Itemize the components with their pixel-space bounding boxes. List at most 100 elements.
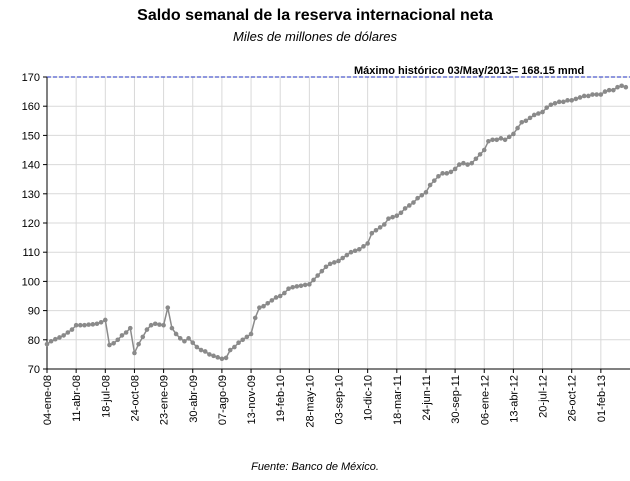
x-tick-label: 26-oct-12 — [567, 375, 579, 421]
data-point — [90, 322, 96, 327]
data-point — [290, 284, 295, 290]
data-point — [169, 325, 175, 331]
data-point — [65, 330, 71, 335]
data-point — [586, 93, 591, 99]
x-tick-label: 03-sep-10 — [334, 375, 346, 425]
chart-subtitle: Miles de millones de dólares — [233, 29, 398, 44]
chart-title: Saldo semanal de la reserva internaciona… — [137, 7, 493, 24]
data-point — [469, 160, 475, 166]
data-point — [198, 347, 204, 353]
data-point — [307, 282, 312, 287]
data-point — [452, 166, 458, 172]
data-point — [177, 336, 183, 341]
data-point — [523, 118, 529, 124]
data-point — [223, 355, 229, 361]
data-point — [390, 214, 395, 220]
data-point — [615, 84, 620, 90]
data-point — [602, 89, 608, 94]
data-point — [398, 210, 404, 216]
data-point — [78, 322, 83, 328]
data-point — [219, 356, 225, 362]
data-point — [161, 322, 166, 328]
data-point — [207, 352, 212, 357]
y-tick-label: 110 — [22, 247, 40, 259]
x-tick-label: 06-ene-12 — [479, 375, 491, 425]
x-tick-label: 30-sep-11 — [450, 375, 462, 424]
x-tick-label: 13-nov-09 — [246, 375, 258, 425]
x-tick-label: 19-feb-10 — [275, 375, 287, 422]
data-point — [98, 319, 104, 325]
data-point — [581, 93, 587, 99]
data-point — [244, 334, 250, 340]
data-point — [502, 137, 508, 143]
data-point — [377, 225, 383, 230]
data-point — [531, 112, 537, 118]
data-point — [148, 322, 154, 328]
data-point — [277, 293, 283, 299]
data-point — [282, 290, 287, 296]
data-point — [386, 216, 391, 221]
data-point — [569, 98, 574, 103]
x-tick-label: 30-abr-09 — [188, 375, 200, 423]
data-point — [361, 244, 366, 249]
data-point — [269, 298, 275, 303]
data-point — [286, 286, 291, 292]
data-point — [103, 317, 108, 323]
x-tick-label: 24-oct-08 — [129, 375, 141, 421]
data-point — [236, 340, 241, 346]
data-point — [436, 173, 441, 179]
data-point — [561, 99, 566, 105]
data-point — [132, 350, 137, 356]
data-point — [544, 105, 550, 110]
data-point — [257, 305, 262, 310]
data-point — [473, 156, 479, 162]
data-point — [365, 241, 370, 246]
data-point — [48, 338, 54, 344]
data-point — [69, 327, 75, 332]
data-point — [61, 333, 66, 338]
data-point — [494, 137, 500, 143]
data-point — [465, 162, 470, 167]
data-point — [619, 83, 624, 89]
x-tick-label: 18-mar-11 — [392, 375, 404, 425]
data-point — [140, 334, 146, 340]
data-point — [86, 322, 91, 327]
data-point — [423, 190, 429, 195]
data-point — [173, 331, 179, 337]
data-point — [144, 327, 150, 332]
data-point — [248, 331, 254, 337]
data-point — [127, 325, 133, 331]
x-tick-label: 20-jul-12 — [538, 375, 550, 418]
data-point — [448, 169, 454, 175]
data-point — [540, 109, 545, 115]
data-point — [515, 125, 520, 131]
data-point — [373, 228, 379, 233]
data-point — [556, 99, 562, 105]
data-point — [419, 192, 425, 198]
data-point — [594, 92, 599, 97]
data-point — [402, 206, 408, 211]
y-tick-label: 130 — [22, 189, 40, 201]
data-point — [623, 84, 629, 90]
data-point — [315, 273, 320, 278]
data-point — [348, 249, 354, 255]
x-tick-label: 13-abr-12 — [508, 375, 520, 423]
data-point — [427, 182, 433, 188]
data-point — [302, 282, 308, 288]
data-point — [406, 203, 412, 208]
data-point — [261, 303, 266, 309]
data-point — [182, 338, 187, 344]
x-tick-label: 18-jul-08 — [100, 375, 112, 418]
y-tick-label: 70 — [28, 364, 40, 376]
x-tick-label: 10-dic-10 — [363, 375, 375, 421]
data-point — [115, 337, 121, 343]
data-point — [527, 115, 533, 121]
data-point — [382, 222, 387, 227]
data-point — [461, 160, 466, 166]
data-point — [394, 213, 400, 218]
data-point — [590, 92, 595, 97]
data-point — [232, 344, 237, 350]
data-point — [44, 341, 50, 347]
data-point — [152, 321, 158, 327]
